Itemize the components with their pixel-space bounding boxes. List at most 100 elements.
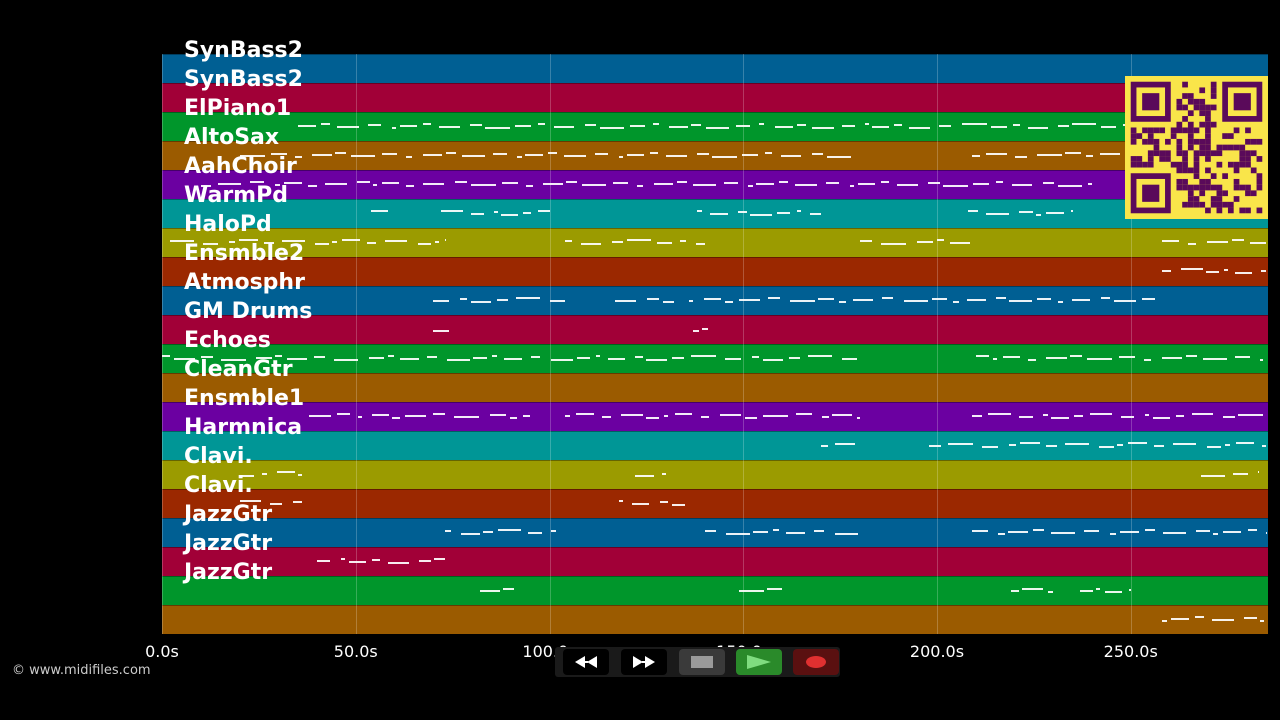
note-mark: [372, 413, 390, 416]
track-lane[interactable]: [162, 199, 1268, 228]
note-mark: [276, 470, 295, 473]
note-mark: [1206, 240, 1228, 243]
note-mark: [419, 559, 431, 562]
track-lane[interactable]: [162, 547, 1268, 576]
note-mark: [636, 184, 643, 187]
note-mark: [238, 238, 258, 241]
note-mark: [1144, 413, 1149, 416]
note-mark: [602, 415, 611, 418]
rewind-button[interactable]: [563, 649, 609, 675]
note-mark: [853, 298, 873, 301]
note-mark: [399, 124, 417, 127]
track-lane[interactable]: [162, 141, 1268, 170]
note-mark: [1036, 213, 1041, 216]
note-mark: [356, 180, 370, 183]
note-mark: [1234, 355, 1250, 358]
track-lane[interactable]: [162, 170, 1268, 199]
track-lane[interactable]: [162, 431, 1268, 460]
note-mark: [510, 416, 518, 419]
track-lane[interactable]: [162, 54, 1268, 83]
note-mark: [349, 560, 366, 563]
note-mark: [447, 358, 470, 361]
time-tick-label: 250.0s: [1103, 642, 1158, 661]
track-lane[interactable]: [162, 489, 1268, 518]
note-mark: [337, 412, 351, 415]
note-mark: [445, 151, 456, 154]
record-button[interactable]: [793, 649, 839, 675]
note-mark: [200, 184, 211, 187]
note-mark: [839, 300, 846, 303]
note-mark: [749, 213, 772, 216]
track-lane[interactable]: [162, 83, 1268, 112]
track-lane[interactable]: [162, 344, 1268, 373]
play-button[interactable]: [736, 649, 782, 675]
track-lane[interactable]: [162, 315, 1268, 344]
note-mark: [1021, 587, 1043, 590]
note-mark: [971, 529, 988, 532]
note-mark: [1085, 154, 1093, 157]
note-mark: [538, 209, 550, 212]
note-mark: [996, 296, 1006, 299]
note-mark: [576, 412, 594, 415]
piano-roll[interactable]: [162, 54, 1268, 634]
grid-line: [355, 54, 357, 634]
note-mark: [692, 183, 716, 186]
note-mark: [635, 355, 643, 358]
track-lane[interactable]: [162, 228, 1268, 257]
note-mark: [1058, 300, 1063, 303]
note-mark: [629, 124, 645, 127]
note-mark: [632, 502, 650, 505]
note-mark: [1180, 267, 1203, 270]
track-lane[interactable]: [162, 112, 1268, 141]
note-mark: [596, 354, 600, 357]
note-mark: [982, 445, 999, 448]
track-lane[interactable]: [162, 257, 1268, 286]
note-mark: [1232, 472, 1248, 475]
note-mark: [1064, 151, 1081, 154]
track-label: Ensmble1: [184, 386, 305, 411]
note-mark: [1042, 181, 1054, 184]
note-mark: [1032, 528, 1044, 531]
note-mark: [482, 530, 493, 533]
track-lane[interactable]: [162, 402, 1268, 431]
note-mark: [811, 152, 823, 155]
note-mark: [780, 154, 801, 157]
note-mark: [249, 180, 264, 183]
note-mark: [1207, 445, 1222, 448]
stop-button[interactable]: [679, 649, 725, 675]
note-mark: [1099, 152, 1120, 155]
note-mark: [720, 413, 741, 416]
note-mark: [619, 499, 624, 502]
track-lane[interactable]: [162, 286, 1268, 315]
note-mark: [660, 500, 669, 503]
track-label: SynBass2: [184, 38, 303, 63]
note-mark: [1234, 271, 1252, 274]
note-mark: [275, 354, 282, 357]
note-mark: [661, 472, 666, 475]
note-mark: [841, 124, 855, 127]
note-mark: [497, 298, 509, 301]
copyright-text: © www.midifiles.com: [12, 663, 151, 678]
note-mark: [169, 239, 194, 242]
note-mark: [174, 357, 195, 360]
note-mark: [504, 357, 522, 360]
track-lane[interactable]: [162, 373, 1268, 402]
track-lane[interactable]: [162, 460, 1268, 489]
note-mark: [1109, 532, 1116, 535]
note-mark: [1187, 242, 1196, 245]
note-mark: [675, 412, 692, 415]
note-mark: [550, 529, 556, 532]
note-mark: [627, 238, 651, 241]
note-mark: [577, 356, 590, 359]
note-mark: [297, 124, 316, 127]
note-mark: [634, 474, 654, 477]
note-mark: [492, 152, 507, 155]
fast-forward-button[interactable]: [621, 649, 667, 675]
note-mark: [594, 152, 608, 155]
track-lane[interactable]: [162, 518, 1268, 547]
track-lane[interactable]: [162, 605, 1268, 634]
note-mark: [369, 356, 384, 359]
track-label: CleanGtr: [184, 357, 293, 382]
track-lane[interactable]: [162, 576, 1268, 605]
rewind-icon: [575, 656, 597, 668]
